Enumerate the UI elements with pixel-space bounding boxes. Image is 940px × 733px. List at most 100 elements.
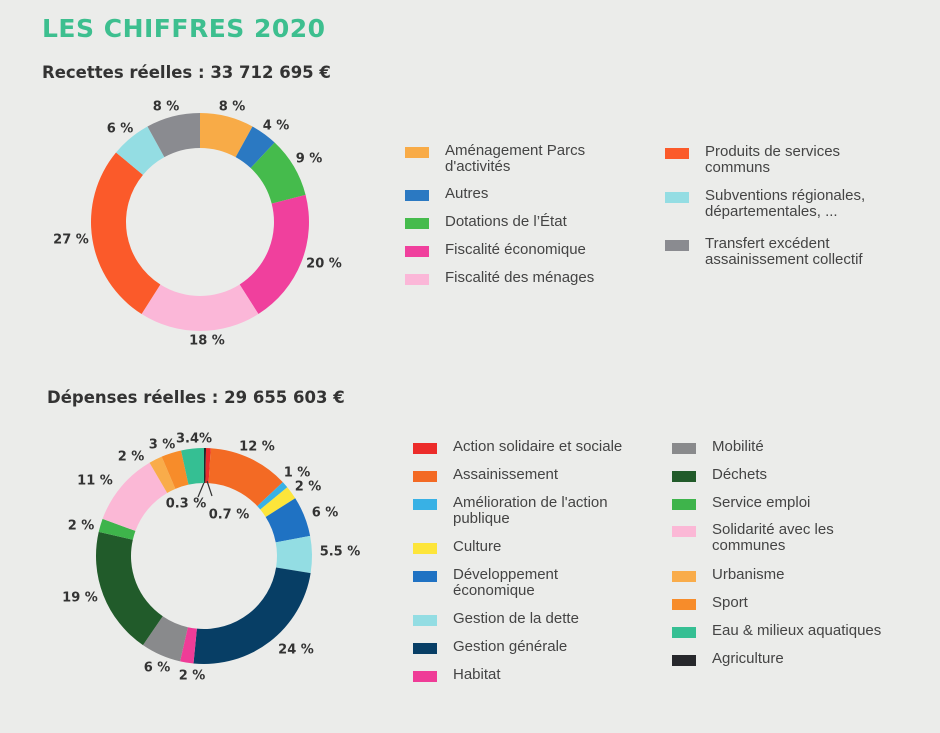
- slice-developpement-economique: [265, 498, 311, 543]
- slice-gestion-generale: [193, 567, 311, 664]
- slice-label-sport: 3 %: [149, 438, 176, 453]
- legend-label: Agriculture: [712, 650, 784, 667]
- slice-label-produits-de-services-communs: 27 %: [53, 233, 89, 248]
- legend-swatch: [405, 190, 429, 201]
- slice-label-dotations-de-l-etat: 9 %: [296, 152, 323, 167]
- legend-swatch: [672, 655, 696, 666]
- legend-label: Produits de services communs: [705, 143, 841, 176]
- legend-swatch: [665, 240, 689, 251]
- slice-label-autres: 4 %: [263, 119, 290, 134]
- legend-item-urbanisme: Urbanisme: [672, 567, 902, 583]
- legend-label: Mobilité: [712, 438, 764, 455]
- legend-label: Culture: [453, 538, 502, 555]
- slice-mobilite: [142, 616, 188, 662]
- recettes-chart-title: Recettes réelles : 33 712 695 €: [42, 63, 331, 82]
- leader-line-action-solidaire-et-sociale: [206, 480, 213, 497]
- slice-assainissement: [208, 448, 283, 507]
- slice-label-amelioration-de-l-action-publique: 1 %: [284, 466, 311, 481]
- legend-swatch: [672, 599, 696, 610]
- slice-label-mobilite: 6 %: [144, 661, 171, 676]
- legend-label: Déchets: [712, 466, 768, 483]
- legend-swatch: [672, 627, 696, 638]
- slice-dechets: [95, 531, 163, 646]
- legend-swatch: [413, 543, 437, 554]
- legend-label: Solidarité avec les communes: [712, 521, 834, 554]
- slice-subventions-regionales-departementales: [116, 126, 165, 175]
- legend-item-mobilite: Mobilité: [672, 439, 902, 455]
- legend-label: Service emploi: [712, 494, 811, 511]
- legend-item-dotations-de-l-etat: Dotations de l’État: [405, 214, 635, 230]
- slice-service-emploi: [98, 518, 136, 540]
- legend-label: Gestion de la dette: [453, 610, 579, 627]
- legend-item-transfert-excedent-assainissement-collectif: Transfert excédent assainissement collec…: [665, 236, 895, 268]
- legend-item-eau-milieux-aquatiques: Eau & milieux aquatiques: [672, 623, 912, 639]
- legend-label: Habitat: [453, 666, 501, 683]
- legend-item-dechets: Déchets: [672, 467, 902, 483]
- slice-habitat: [180, 627, 197, 664]
- legend-swatch: [413, 499, 437, 510]
- legend-swatch: [405, 274, 429, 285]
- legend-item-gestion-de-la-dette: Gestion de la dette: [413, 611, 643, 627]
- legend-item-autres: Autres: [405, 186, 635, 202]
- slice-label-culture: 2 %: [295, 480, 322, 495]
- slice-label-eau-milieux-aquatiques: 3.4%: [176, 432, 212, 447]
- legend-label: Urbanisme: [712, 566, 785, 583]
- slice-label-action-solidaire-et-sociale: 0.7 %: [209, 508, 250, 523]
- legend-item-agriculture: Agriculture: [672, 651, 902, 667]
- slice-label-transfert-excedent-assainissement-collectif: 8 %: [153, 100, 180, 115]
- legend-item-solidarite-avec-les-communes: Solidarité avec les communes: [672, 522, 872, 554]
- legend-swatch: [413, 615, 437, 626]
- slice-agriculture: [204, 448, 207, 484]
- slice-urbanisme: [149, 456, 176, 493]
- legend-item-produits-de-services-communs: Produits de services communs: [665, 144, 875, 176]
- legend-swatch: [405, 246, 429, 257]
- slice-autres: [235, 126, 275, 169]
- slice-sport: [161, 450, 189, 489]
- page-title: LES CHIFFRES 2020: [42, 14, 326, 43]
- legend-item-action-solidaire-et-sociale: Action solidaire et sociale: [413, 439, 648, 455]
- slice-label-habitat: 2 %: [179, 669, 206, 684]
- slice-label-solidarite-avec-les-communes: 11 %: [77, 474, 113, 489]
- legend-swatch: [413, 471, 437, 482]
- slice-label-gestion-generale: 24 %: [278, 643, 314, 658]
- legend-item-culture: Culture: [413, 539, 643, 555]
- slice-solidarite-avec-les-communes: [102, 462, 168, 531]
- depenses-chart-title: Dépenses réelles : 29 655 603 €: [47, 388, 345, 407]
- legend-label: Eau & milieux aquatiques: [712, 622, 882, 639]
- slice-label-gestion-de-la-dette: 5.5 %: [320, 545, 361, 560]
- legend-swatch: [672, 526, 696, 537]
- legend-label: Fiscalité des ménages: [445, 269, 595, 286]
- legend-item-fiscalite-des-menages: Fiscalité des ménages: [405, 270, 635, 286]
- slice-label-dechets: 19 %: [62, 591, 98, 606]
- slice-label-fiscalite-des-menages: 18 %: [189, 334, 225, 349]
- legend-swatch: [672, 499, 696, 510]
- legend-swatch: [413, 443, 437, 454]
- slice-action-solidaire-et-sociale: [205, 448, 211, 484]
- legend-item-habitat: Habitat: [413, 667, 643, 683]
- legend-label: Fiscalité économique: [445, 241, 586, 258]
- legend-label: Dotations de l’État: [445, 213, 567, 230]
- slice-transfert-excedent-assainissement-collectif: [147, 113, 200, 158]
- legend-item-amelioration-de-l-action-publique: Amélioration de l'action publique: [413, 495, 613, 527]
- slice-amelioration-de-l-action-publique: [257, 482, 288, 510]
- slice-label-fiscalite-economique: 20 %: [306, 257, 342, 272]
- slice-dotations-de-l-etat: [250, 142, 306, 204]
- legend-label: Assainissement: [453, 466, 559, 483]
- legend-swatch: [413, 571, 437, 582]
- slice-eau-milieux-aquatiques: [181, 448, 204, 485]
- legend-item-gestion-generale: Gestion générale: [413, 639, 643, 655]
- slice-fiscalite-des-menages: [141, 284, 259, 331]
- legend-swatch: [672, 471, 696, 482]
- slice-culture: [260, 487, 296, 517]
- legend-item-amenagement-parcs-d-activites: Aménagement Parcs d'activités: [405, 143, 615, 175]
- legend-swatch: [672, 571, 696, 582]
- slice-label-developpement-economique: 6 %: [312, 506, 339, 521]
- leader-line-agriculture: [197, 480, 206, 498]
- legend-item-fiscalite-economique: Fiscalité économique: [405, 242, 635, 258]
- legend-item-subventions-regionales-departementales: Subventions régionales, départementales,…: [665, 188, 885, 220]
- legend-label: Sport: [712, 594, 748, 611]
- legend-swatch: [665, 148, 689, 159]
- legend-swatch: [405, 147, 429, 158]
